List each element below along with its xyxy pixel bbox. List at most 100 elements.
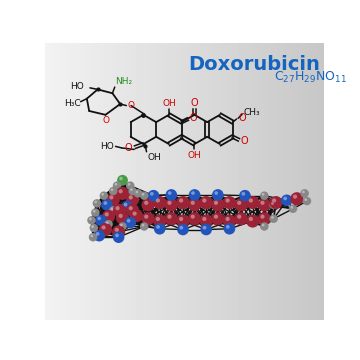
Circle shape bbox=[211, 212, 224, 225]
Circle shape bbox=[293, 194, 297, 199]
Text: O: O bbox=[191, 98, 198, 108]
Circle shape bbox=[260, 222, 269, 231]
Circle shape bbox=[100, 192, 108, 200]
Text: CH₃: CH₃ bbox=[244, 108, 260, 117]
Circle shape bbox=[166, 189, 177, 201]
Circle shape bbox=[305, 198, 307, 201]
Circle shape bbox=[246, 196, 259, 209]
Circle shape bbox=[130, 209, 143, 222]
Circle shape bbox=[135, 191, 138, 193]
Text: OH: OH bbox=[188, 151, 201, 160]
Circle shape bbox=[199, 215, 213, 228]
Circle shape bbox=[87, 216, 96, 225]
Circle shape bbox=[90, 224, 98, 232]
Circle shape bbox=[168, 191, 172, 195]
Circle shape bbox=[93, 210, 95, 213]
Circle shape bbox=[89, 217, 92, 220]
Circle shape bbox=[223, 196, 236, 209]
Circle shape bbox=[272, 198, 276, 203]
Circle shape bbox=[141, 198, 155, 211]
Circle shape bbox=[106, 221, 109, 224]
Circle shape bbox=[189, 189, 201, 201]
Circle shape bbox=[225, 198, 230, 203]
Circle shape bbox=[116, 211, 129, 225]
Circle shape bbox=[271, 216, 274, 219]
Circle shape bbox=[109, 206, 117, 215]
Circle shape bbox=[115, 234, 119, 237]
Circle shape bbox=[126, 181, 135, 190]
Circle shape bbox=[271, 202, 274, 205]
Circle shape bbox=[212, 189, 224, 201]
Text: Doxorubicin: Doxorubicin bbox=[188, 55, 320, 74]
Circle shape bbox=[116, 187, 129, 200]
Circle shape bbox=[112, 225, 125, 238]
Circle shape bbox=[249, 217, 253, 221]
Circle shape bbox=[144, 215, 148, 219]
Circle shape bbox=[269, 196, 283, 209]
Circle shape bbox=[127, 219, 130, 222]
Text: O: O bbox=[238, 113, 246, 123]
Circle shape bbox=[141, 193, 144, 196]
Circle shape bbox=[191, 191, 195, 195]
Text: $\mathregular{C_{27}H_{29}NO_{11}}$: $\mathregular{C_{27}H_{29}NO_{11}}$ bbox=[274, 70, 346, 85]
Circle shape bbox=[96, 232, 99, 236]
Circle shape bbox=[167, 215, 172, 219]
Circle shape bbox=[128, 187, 137, 195]
Circle shape bbox=[260, 192, 269, 200]
Circle shape bbox=[104, 220, 113, 228]
Circle shape bbox=[129, 206, 133, 210]
Circle shape bbox=[150, 192, 154, 196]
Circle shape bbox=[156, 198, 160, 203]
Circle shape bbox=[283, 197, 287, 200]
Circle shape bbox=[126, 204, 139, 217]
Circle shape bbox=[167, 201, 172, 205]
Circle shape bbox=[101, 199, 113, 211]
Circle shape bbox=[237, 215, 241, 219]
Circle shape bbox=[258, 198, 271, 211]
Circle shape bbox=[91, 208, 100, 217]
Circle shape bbox=[223, 215, 236, 228]
Circle shape bbox=[109, 195, 113, 199]
Circle shape bbox=[179, 198, 183, 203]
Circle shape bbox=[202, 217, 207, 221]
Circle shape bbox=[111, 208, 113, 210]
Circle shape bbox=[140, 192, 148, 200]
Circle shape bbox=[260, 201, 265, 205]
Circle shape bbox=[199, 196, 213, 209]
Circle shape bbox=[113, 181, 121, 190]
Circle shape bbox=[202, 198, 207, 203]
Circle shape bbox=[93, 199, 101, 208]
Circle shape bbox=[120, 224, 123, 226]
Text: OH: OH bbox=[147, 153, 161, 162]
Text: O: O bbox=[240, 136, 248, 145]
Circle shape bbox=[188, 198, 201, 211]
Circle shape bbox=[94, 230, 105, 242]
Circle shape bbox=[113, 231, 125, 243]
Circle shape bbox=[132, 211, 137, 216]
Circle shape bbox=[191, 201, 195, 205]
Circle shape bbox=[176, 196, 189, 209]
Text: HO: HO bbox=[100, 142, 114, 151]
Circle shape bbox=[128, 183, 130, 186]
Circle shape bbox=[242, 192, 245, 196]
Circle shape bbox=[94, 201, 97, 203]
Circle shape bbox=[119, 177, 123, 180]
Circle shape bbox=[104, 201, 107, 205]
Circle shape bbox=[246, 215, 259, 228]
Circle shape bbox=[281, 194, 293, 206]
Circle shape bbox=[126, 193, 139, 206]
Circle shape bbox=[116, 206, 120, 210]
Circle shape bbox=[262, 224, 265, 226]
Circle shape bbox=[144, 201, 148, 205]
Circle shape bbox=[129, 195, 133, 199]
Circle shape bbox=[134, 189, 142, 198]
Circle shape bbox=[214, 201, 218, 205]
Circle shape bbox=[165, 198, 178, 211]
Circle shape bbox=[121, 201, 133, 212]
Text: NH₂: NH₂ bbox=[116, 77, 132, 86]
Circle shape bbox=[300, 189, 309, 198]
Circle shape bbox=[269, 201, 278, 209]
Text: O: O bbox=[125, 143, 132, 153]
Circle shape bbox=[130, 188, 133, 191]
Circle shape bbox=[97, 217, 101, 220]
